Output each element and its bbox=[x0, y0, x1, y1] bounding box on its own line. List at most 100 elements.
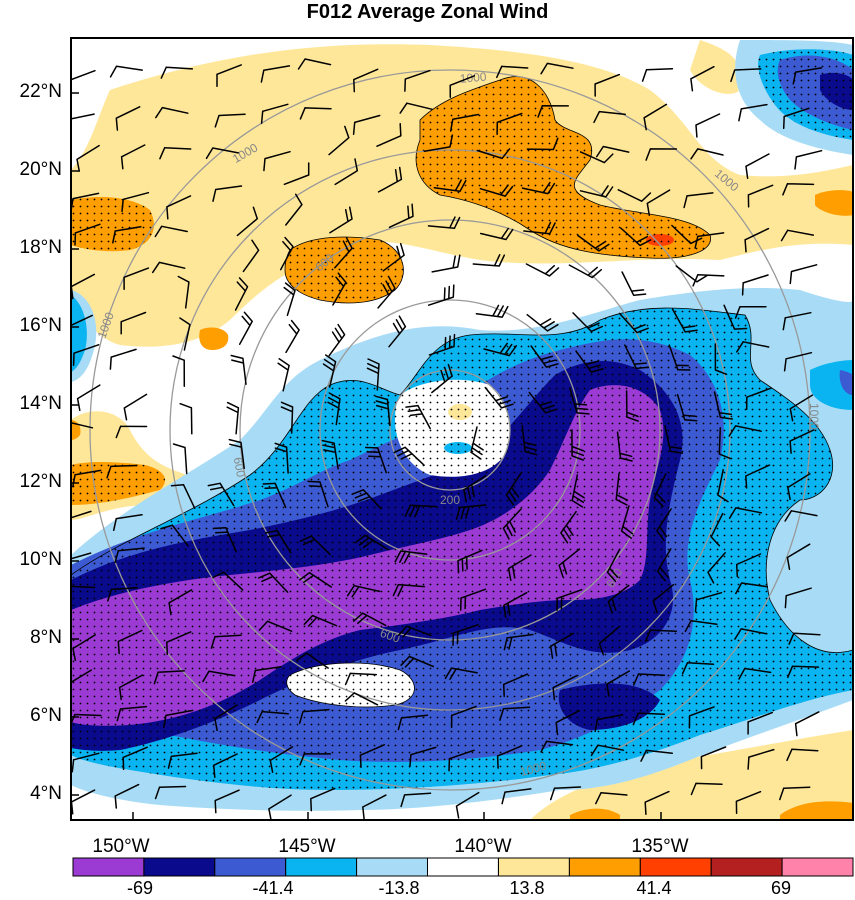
wind-barb bbox=[747, 184, 774, 208]
wind-barb bbox=[344, 692, 379, 706]
wind-barb bbox=[280, 401, 294, 434]
wind-barb bbox=[734, 305, 767, 319]
wind-barb bbox=[717, 468, 729, 503]
colorbar-swatch bbox=[568, 857, 641, 877]
wind-barb bbox=[298, 708, 330, 724]
lat-label: 6°N bbox=[30, 705, 62, 726]
wind-barb bbox=[644, 629, 678, 642]
wind-barb bbox=[74, 223, 101, 246]
wind-barb bbox=[744, 227, 770, 253]
wind-barb bbox=[299, 107, 332, 120]
axis-ticks bbox=[71, 92, 662, 820]
wind-barb bbox=[593, 110, 626, 124]
colorbar-swatch bbox=[214, 857, 287, 877]
wind-barb bbox=[116, 705, 148, 722]
wind-barb bbox=[212, 571, 244, 591]
wind-barb bbox=[572, 312, 604, 333]
wind-barb bbox=[528, 391, 558, 414]
wind-barb bbox=[216, 64, 242, 88]
colorbar-swatch bbox=[143, 857, 216, 877]
wind-barb bbox=[643, 103, 668, 131]
wind-barb bbox=[694, 591, 723, 613]
wind-barb bbox=[112, 226, 142, 244]
colorbar-label: -13.8 bbox=[378, 878, 420, 898]
colorbar-swatch bbox=[781, 857, 854, 877]
wind-barb bbox=[619, 227, 652, 247]
wind-barb bbox=[555, 709, 581, 736]
wind-barb bbox=[166, 631, 192, 655]
wind-barb bbox=[377, 166, 403, 193]
wind-barb bbox=[735, 582, 769, 595]
wind-barb bbox=[213, 527, 237, 553]
wind-barb bbox=[322, 354, 337, 388]
wind-barb bbox=[332, 272, 347, 306]
wind-barb bbox=[212, 753, 238, 778]
wind-barb bbox=[328, 323, 346, 357]
wind-barb bbox=[794, 711, 820, 737]
colorbar-swatch bbox=[710, 857, 783, 877]
wind-barb bbox=[109, 348, 137, 370]
lat-label: 8°N bbox=[30, 627, 62, 648]
wind-barb bbox=[571, 474, 585, 508]
wind-barb bbox=[423, 134, 454, 152]
wind-barb bbox=[503, 633, 534, 651]
wind-barb bbox=[645, 148, 678, 161]
wind-barb bbox=[115, 106, 141, 131]
wind-barb bbox=[794, 149, 823, 170]
wind-barb bbox=[786, 543, 811, 571]
wind-barb bbox=[170, 483, 196, 509]
wind-barb bbox=[285, 193, 303, 226]
wind-barb bbox=[354, 534, 388, 550]
wind-barb bbox=[397, 625, 432, 638]
wind-barb bbox=[526, 137, 559, 151]
wind-barb bbox=[540, 62, 574, 75]
wind-barb bbox=[115, 425, 148, 439]
wind-barb bbox=[375, 395, 391, 427]
wind-barb bbox=[257, 572, 289, 593]
wind-barb bbox=[449, 113, 480, 132]
wind-barb bbox=[163, 709, 193, 728]
wind-barb bbox=[76, 144, 100, 172]
wind-barb bbox=[234, 277, 249, 311]
wind-barb bbox=[671, 308, 698, 333]
wind-barb bbox=[452, 624, 479, 646]
wind-barb bbox=[72, 634, 96, 662]
wind-barb bbox=[736, 341, 770, 353]
wind-barb bbox=[579, 151, 614, 164]
wind-barb bbox=[571, 429, 585, 461]
wind-barb bbox=[479, 227, 514, 241]
wind-barb bbox=[153, 670, 185, 685]
wind-barb bbox=[71, 552, 92, 560]
wind-barb bbox=[327, 392, 341, 426]
wind-barb bbox=[388, 203, 414, 229]
wind-barb bbox=[256, 710, 289, 724]
wind-barb bbox=[552, 675, 578, 701]
wind-barb bbox=[112, 514, 143, 532]
wind-barb bbox=[735, 553, 762, 578]
lat-label: 4°N bbox=[30, 783, 62, 804]
wind-barb bbox=[277, 358, 290, 392]
wind-barb bbox=[502, 673, 529, 698]
wind-barb bbox=[397, 714, 429, 731]
wind-barb bbox=[607, 584, 630, 614]
wind-barb bbox=[251, 665, 282, 684]
wind-barb bbox=[297, 58, 332, 70]
wind-barb bbox=[118, 674, 144, 701]
wind-barb bbox=[242, 239, 260, 273]
wind-barb bbox=[789, 264, 818, 285]
colorbar-label: 41.4 bbox=[636, 878, 672, 898]
wind-barb bbox=[388, 315, 407, 348]
wind-barb bbox=[172, 443, 188, 475]
wind-barb bbox=[525, 263, 560, 277]
wind-barb bbox=[352, 612, 387, 627]
wind-barb bbox=[695, 113, 721, 138]
wind-barb bbox=[71, 669, 92, 697]
wind-barb bbox=[615, 472, 629, 506]
wind-barb bbox=[427, 216, 461, 230]
wind-barb bbox=[728, 507, 763, 519]
wind-barb bbox=[334, 158, 359, 186]
lat-label: 18°N bbox=[19, 237, 62, 258]
lat-label: 22°N bbox=[19, 81, 62, 102]
wind-barb bbox=[353, 68, 379, 93]
wind-barb bbox=[690, 148, 724, 160]
